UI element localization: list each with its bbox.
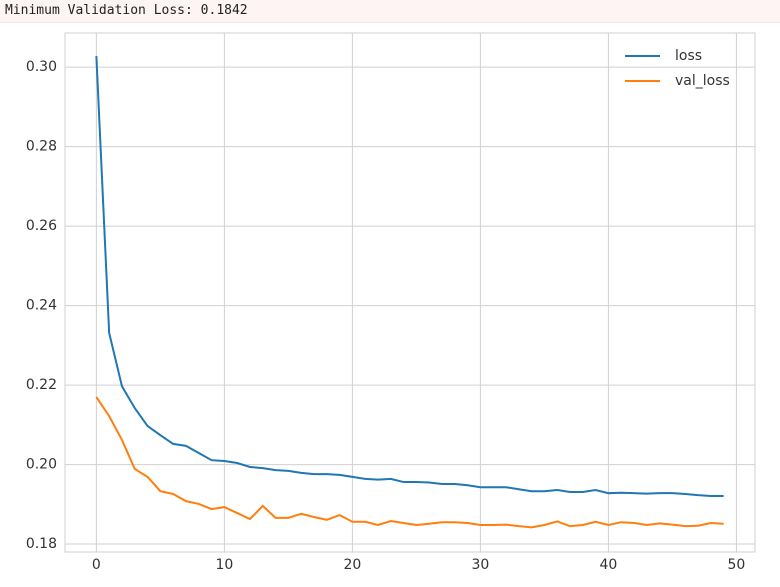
data-line	[95, 56, 724, 497]
output-text: Minimum Validation Loss: 0.1842	[5, 3, 248, 18]
x-tick-label: 0	[92, 557, 101, 573]
data-line	[95, 396, 724, 529]
legend-label: loss	[675, 48, 702, 64]
plot-frame	[64, 32, 756, 553]
y-tick-label: 0.28	[26, 139, 57, 155]
legend-label: val_loss	[675, 73, 730, 89]
y-tick-label: 0.18	[26, 536, 57, 552]
x-tick-label: 50	[728, 557, 746, 573]
y-tick-label: 0.30	[26, 59, 57, 75]
x-tick-label: 10	[215, 557, 233, 573]
x-tick-label: 30	[471, 557, 489, 573]
y-tick-label: 0.26	[26, 218, 57, 234]
y-tick-label: 0.22	[26, 377, 57, 393]
y-tick-label: 0.24	[26, 298, 57, 314]
y-tick-label: 0.20	[26, 457, 57, 473]
x-tick-label: 40	[600, 557, 618, 573]
x-tick-label: 20	[343, 557, 361, 573]
output-area: Minimum Validation Loss: 0.1842	[0, 0, 780, 23]
